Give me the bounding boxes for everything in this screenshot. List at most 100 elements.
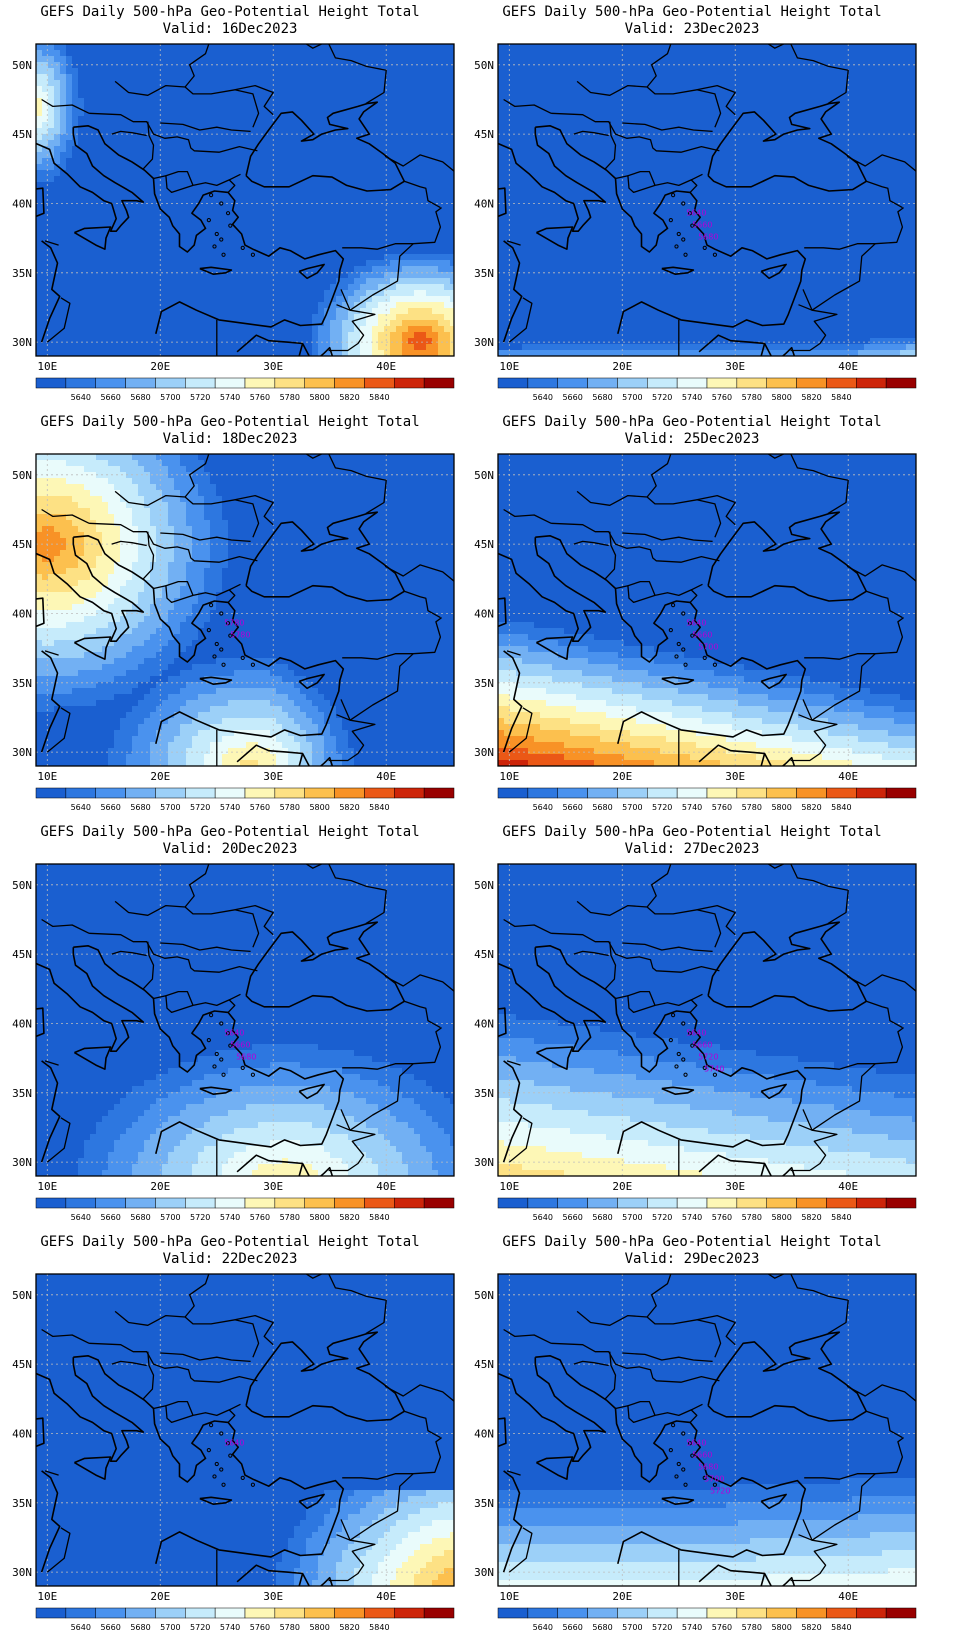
colorbar-swatch xyxy=(35,1607,67,1619)
panel-title: GEFS Daily 500-hPa Geo-Potential Height … xyxy=(462,414,922,431)
colorbar-swatch xyxy=(706,377,738,389)
colorbar-label: 5740 xyxy=(220,393,240,402)
colorbar-label: 5800 xyxy=(309,803,329,812)
colorbar-swatch xyxy=(587,1607,618,1619)
y-tick-label: 35N xyxy=(12,267,32,280)
contour-label: 5700 xyxy=(698,643,718,652)
y-tick-label: 50N xyxy=(474,879,494,892)
colorbar-label: 5820 xyxy=(339,393,359,402)
x-tick-label: 10E xyxy=(37,770,57,783)
colorbar-swatch xyxy=(766,1607,797,1619)
colorbar-label: 5660 xyxy=(100,1623,120,1632)
colorbar-swatch xyxy=(497,1197,529,1209)
x-tick-label: 30E xyxy=(725,1590,745,1603)
colorbar-swatch xyxy=(125,787,156,799)
colorbar-swatch xyxy=(706,1607,738,1619)
panel-valid-date: Valid: 20Dec2023 xyxy=(0,841,460,858)
colorbar-label: 5840 xyxy=(369,393,389,402)
contour-label: 5780 xyxy=(224,619,244,628)
colorbar-label: 5840 xyxy=(831,1623,851,1632)
colorbar-label: 5720 xyxy=(652,1213,672,1222)
x-tick-label: 30E xyxy=(725,770,745,783)
colorbar-label: 5640 xyxy=(71,1623,91,1632)
colorbar-swatch xyxy=(423,787,455,799)
colorbar-swatch xyxy=(95,377,126,389)
colorbar-label: 5760 xyxy=(712,393,732,402)
colorbar-swatch xyxy=(856,787,887,799)
map-panel-5: GEFS Daily 500-hPa Geo-Potential Height … xyxy=(0,820,460,1228)
colorbar-swatch xyxy=(826,787,857,799)
x-tick-label: 30E xyxy=(263,1590,283,1603)
x-tick-label: 40E xyxy=(838,1590,858,1603)
contour-label: 5660 xyxy=(692,1041,712,1050)
colorbar-swatch xyxy=(796,1197,827,1209)
colorbar-label: 5800 xyxy=(771,1213,791,1222)
y-tick-label: 35N xyxy=(12,1497,32,1510)
colorbar-swatch xyxy=(244,787,276,799)
colorbar-swatch xyxy=(244,377,276,389)
colorbar-swatch xyxy=(885,787,917,799)
colorbar-swatch xyxy=(274,377,305,389)
colorbar-swatch xyxy=(587,787,618,799)
y-tick-label: 40N xyxy=(12,1427,32,1440)
colorbar-label: 5680 xyxy=(130,1623,150,1632)
colorbar-label: 5840 xyxy=(369,1623,389,1632)
colorbar-swatch xyxy=(185,1197,216,1209)
colorbar-swatch xyxy=(304,377,335,389)
y-tick-label: 50N xyxy=(12,59,32,72)
colorbar-swatch xyxy=(796,1607,827,1619)
contour-label: 5680 xyxy=(236,1053,256,1062)
colorbar-label: 5760 xyxy=(250,1623,270,1632)
x-tick-label: 10E xyxy=(499,770,519,783)
x-tick-label: 40E xyxy=(376,1180,396,1193)
colorbar-label: 5660 xyxy=(562,1623,582,1632)
map-plot-area: 5640 5660 5680 10E 20E 30E 40E 50N 45N 40N 35N 30N xyxy=(474,43,917,373)
contour-label: 5660 xyxy=(692,1451,712,1460)
colorbar-swatch xyxy=(214,1197,246,1209)
colorbar-swatch xyxy=(885,1607,917,1619)
colorbar-label: 5680 xyxy=(592,1213,612,1222)
y-tick-label: 35N xyxy=(474,677,494,690)
colorbar-label: 5680 xyxy=(130,393,150,402)
y-tick-label: 30N xyxy=(12,746,32,759)
colorbar-swatch xyxy=(304,787,335,799)
colorbar-swatch xyxy=(676,1197,708,1209)
colorbar-swatch xyxy=(214,787,246,799)
colorbar-swatch xyxy=(617,1607,648,1619)
colorbar-label: 5780 xyxy=(742,393,762,402)
colorbar-swatch xyxy=(587,1197,618,1209)
colorbar-swatch xyxy=(334,1607,365,1619)
colorbar-swatch xyxy=(155,377,186,389)
y-tick-label: 30N xyxy=(474,336,494,349)
colorbar-swatch xyxy=(65,377,96,389)
colorbar-label: 5780 xyxy=(742,1213,762,1222)
x-tick-label: 30E xyxy=(725,1180,745,1193)
colorbar-label: 5820 xyxy=(801,803,821,812)
map-plot-area: 5640 5660 5720 5740 10E 20E 30E 40E 50N 45N 40N 35N… xyxy=(474,863,917,1193)
contour-label: 5640 xyxy=(686,209,706,218)
colorbar-swatch xyxy=(274,1607,305,1619)
panel-title: GEFS Daily 500-hPa Geo-Potential Height … xyxy=(0,824,460,841)
y-tick-label: 50N xyxy=(12,469,32,482)
colorbar-swatch xyxy=(527,1197,558,1209)
colorbar: 5640 5660 5680 5700 5720 5740 5760 5780 5800 5820… xyxy=(497,377,917,402)
y-tick-label: 40N xyxy=(12,1017,32,1030)
panel-title: GEFS Daily 500-hPa Geo-Potential Height … xyxy=(462,1234,922,1251)
y-tick-label: 45N xyxy=(12,1358,32,1371)
colorbar-swatch xyxy=(856,1197,887,1209)
x-tick-label: 10E xyxy=(499,360,519,373)
colorbar-label: 5680 xyxy=(592,393,612,402)
colorbar-swatch xyxy=(95,787,126,799)
colorbar-swatch xyxy=(736,1607,767,1619)
y-tick-label: 40N xyxy=(12,607,32,620)
colorbar-label: 5840 xyxy=(369,1213,389,1222)
y-tick-label: 35N xyxy=(12,1087,32,1100)
colorbar: 5640 5660 5680 5700 5720 5740 5760 5780 5800 5820… xyxy=(35,1197,455,1222)
map-plot-area: 5640 5660 5680 10E 20E 30E 40E 50N 45N 40N 35N 30N xyxy=(12,863,455,1193)
colorbar-label: 5740 xyxy=(682,803,702,812)
colorbar-label: 5640 xyxy=(71,1213,91,1222)
